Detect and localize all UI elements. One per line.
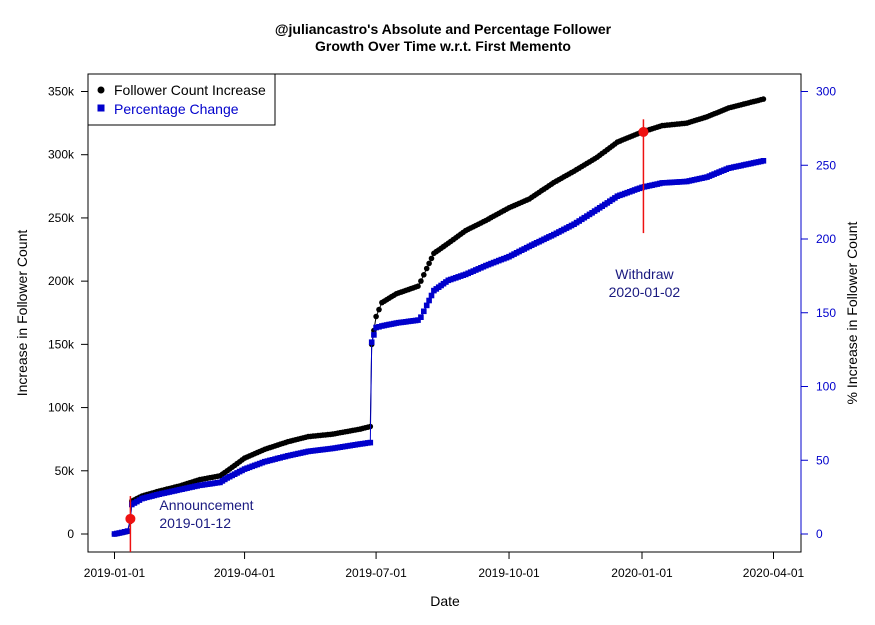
- series-follower-count: [111, 96, 767, 537]
- data-point: [367, 439, 374, 446]
- data-point: [418, 314, 424, 320]
- data-point: [418, 278, 424, 284]
- data-point: [415, 317, 421, 323]
- y-tick-right-label: 0: [816, 527, 823, 541]
- x-tick-label: 2019-01-01: [84, 566, 146, 580]
- series-line: [114, 98, 764, 535]
- x-tick-label: 2019-07-01: [345, 566, 407, 580]
- x-tick-label: 2020-04-01: [743, 566, 805, 580]
- data-point: [428, 255, 435, 262]
- event-label-announcement: Announcement: [159, 497, 253, 513]
- data-point: [373, 324, 379, 331]
- y-tick-left-label: 0: [67, 527, 74, 541]
- data-point: [426, 297, 432, 304]
- event-date-withdraw: 2020-01-02: [609, 284, 681, 300]
- y-tick-right-label: 50: [816, 453, 830, 467]
- data-point: [423, 265, 430, 272]
- data-point: [376, 324, 382, 330]
- data-point: [421, 308, 427, 315]
- data-point: [428, 292, 435, 299]
- y-tick-right-label: 200: [816, 232, 836, 246]
- event-marker-withdraw: [638, 126, 649, 137]
- events-layer: Announcement 2019-01-12 Withdraw 2020-01-02: [125, 119, 680, 552]
- event-date-announcement: 2019-01-12: [159, 515, 231, 531]
- data-point: [371, 332, 377, 338]
- data-point: [368, 339, 375, 345]
- x-tick-label: 2020-01-01: [611, 566, 673, 580]
- y-tick-left-label: 150k: [48, 337, 75, 351]
- data-point: [376, 306, 382, 313]
- x-axis: 2019-01-01 2019-04-01 2019-07-01 2019-10-01…: [84, 551, 805, 580]
- y-tick-left-label: 250k: [48, 211, 75, 225]
- event-marker-announcement: [125, 513, 136, 524]
- y-tick-right-label: 150: [816, 306, 836, 320]
- y-axis-right: 0 50 100 150 200 250 300: [800, 85, 836, 541]
- y-axis-left: 0 50k 100k 150k 200k 250k 300k 350k: [48, 85, 89, 541]
- legend-label-follower-count: Follower Count Increase: [114, 82, 266, 98]
- series-percentage-change: [111, 158, 767, 537]
- y-tick-left-label: 50k: [55, 464, 75, 478]
- data-point: [421, 272, 427, 278]
- data-point: [415, 283, 421, 290]
- data-point: [118, 529, 125, 536]
- data-point: [373, 313, 379, 320]
- chart-title-line-1: @juliancastro's Absolute and Percentage …: [275, 21, 612, 37]
- legend-marker-percentage-change: [97, 104, 105, 112]
- data-point: [121, 529, 128, 535]
- legend-box: [87, 73, 276, 126]
- x-tick-label: 2019-10-01: [478, 566, 540, 580]
- y-axis-left-label: Increase in Follower Count: [14, 230, 30, 397]
- x-tick-label: 2019-04-01: [214, 566, 276, 580]
- data-point: [124, 528, 131, 534]
- y-tick-right-label: 300: [816, 85, 836, 99]
- event-label-withdraw: Withdraw: [615, 266, 674, 282]
- x-axis-label: Date: [430, 593, 460, 609]
- y-tick-right-label: 100: [816, 380, 836, 394]
- y-tick-left-label: 350k: [48, 85, 75, 99]
- legend-label-percentage-change: Percentage Change: [114, 101, 239, 117]
- y-tick-right-label: 250: [816, 158, 836, 172]
- data-point: [423, 302, 430, 309]
- data-point: [426, 260, 432, 267]
- y-tick-left-label: 100k: [48, 401, 75, 415]
- chart-title-line-2: Growth Over Time w.r.t. First Memento: [315, 38, 571, 54]
- series-layer: [111, 96, 767, 537]
- legend-marker-follower-count: [97, 86, 105, 94]
- y-tick-left-label: 200k: [48, 274, 75, 288]
- y-tick-left-label: 300k: [48, 148, 75, 162]
- legend: Follower Count Increase Percentage Chang…: [87, 73, 276, 126]
- y-axis-right-label: % Increase in Follower Count: [844, 221, 860, 404]
- data-point: [760, 158, 767, 164]
- data-point: [760, 96, 767, 102]
